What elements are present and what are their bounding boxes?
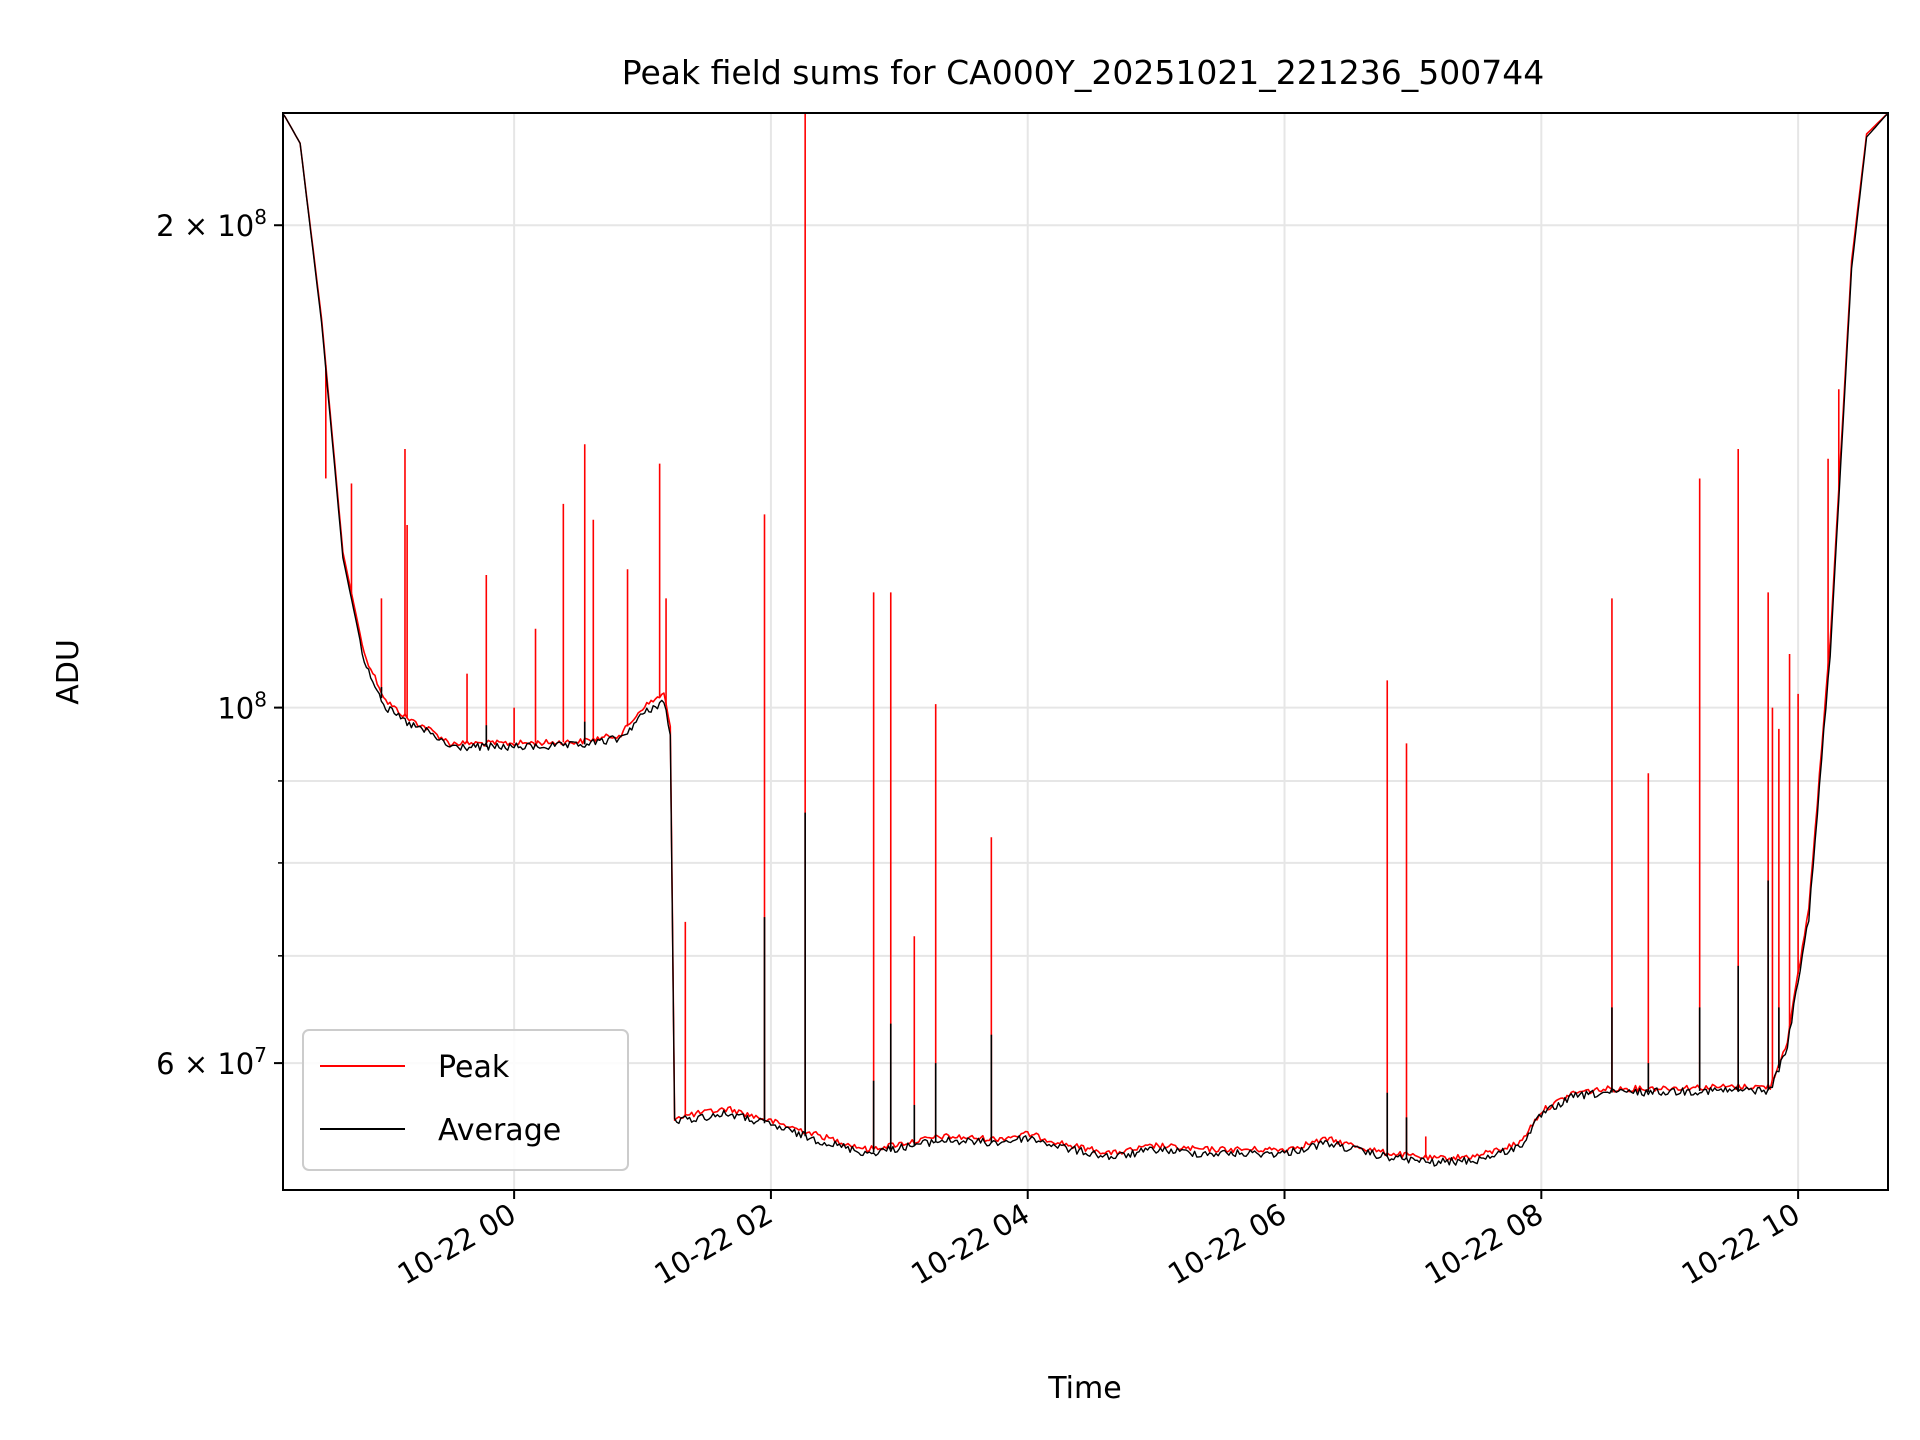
series-line-average bbox=[282, 113, 1889, 1167]
legend-label-peak: Peak bbox=[438, 1050, 510, 1085]
y-axis-label: ADU bbox=[51, 639, 86, 705]
y-tick-label: 6 × 107 bbox=[156, 1043, 267, 1081]
y-tick-label: 2 × 108 bbox=[156, 205, 267, 243]
plot-area-frame bbox=[282, 112, 1889, 1191]
average-spikes bbox=[380, 687, 1780, 1160]
series-lines bbox=[282, 113, 1889, 1167]
legend-label-average: Average bbox=[438, 1113, 561, 1148]
legend: Peak Average bbox=[302, 1029, 629, 1171]
peak-spikes bbox=[324, 113, 1840, 1158]
y-axis-ticks: 2 × 108 108 6 × 107 bbox=[156, 205, 283, 1081]
y-tick-label: 108 bbox=[217, 688, 267, 726]
chart-title: Peak field sums for CA000Y_20251021_2212… bbox=[622, 53, 1545, 92]
x-axis-label: Time bbox=[1047, 1371, 1121, 1406]
series-line-peak bbox=[282, 113, 1889, 1162]
